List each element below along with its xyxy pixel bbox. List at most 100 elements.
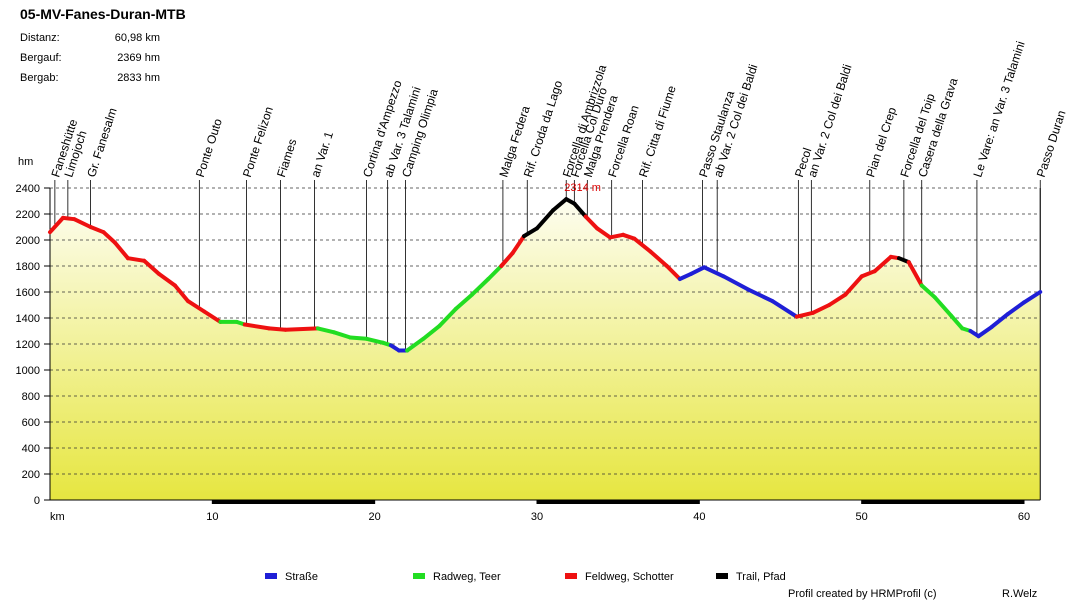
legend-label: Trail, Pfad bbox=[736, 571, 786, 583]
legend-label: Straße bbox=[285, 571, 318, 583]
profile-segment bbox=[437, 306, 458, 328]
y-tick-label: 2000 bbox=[16, 235, 40, 247]
profile-segment bbox=[632, 236, 653, 254]
y-tick-label: 2200 bbox=[16, 209, 40, 221]
y-axis-label: hm bbox=[18, 156, 33, 168]
profile-segment bbox=[648, 249, 669, 268]
profile-segment bbox=[906, 260, 924, 288]
legend-swatch bbox=[565, 573, 577, 579]
scale-band bbox=[537, 500, 700, 504]
profile-segment bbox=[919, 283, 937, 300]
y-tick-label: 1400 bbox=[16, 313, 40, 325]
y-tick-label: 1200 bbox=[16, 339, 40, 351]
waypoint-label: Ponte Outo bbox=[193, 117, 225, 179]
profile-segment bbox=[948, 313, 965, 331]
y-tick-label: 200 bbox=[22, 469, 40, 481]
x-tick-label: 10 bbox=[206, 511, 218, 523]
scale-band bbox=[861, 500, 1024, 504]
x-tick-label: 40 bbox=[693, 511, 705, 523]
profile-segment bbox=[405, 336, 426, 353]
profile-segment bbox=[112, 240, 130, 261]
profile-segment bbox=[156, 271, 177, 288]
y-tick-label: 400 bbox=[22, 443, 40, 455]
y-tick-label: 1800 bbox=[16, 261, 40, 273]
waypoint-label: an Var. 2 Col dei Baldi bbox=[805, 63, 855, 179]
waypoint-label: Gr. Fanesalm bbox=[84, 106, 120, 179]
profile-segment bbox=[364, 336, 385, 345]
profile-segment bbox=[172, 283, 190, 304]
profile-segment bbox=[664, 264, 682, 281]
x-axis-label: km bbox=[50, 511, 65, 523]
waypoint-label: Fiames bbox=[274, 137, 299, 179]
profile-area bbox=[50, 199, 1041, 500]
stat-value: 2833 hm bbox=[117, 72, 160, 84]
profile-segment bbox=[583, 214, 600, 231]
y-tick-label: 0 bbox=[34, 495, 40, 507]
profile-segment bbox=[551, 197, 569, 213]
profile-segment bbox=[810, 303, 832, 315]
profile-segment bbox=[989, 312, 1010, 330]
waypoint-label: Rif. Croda da Lago bbox=[521, 78, 566, 178]
profile-segment bbox=[932, 295, 953, 318]
stat-label: Bergab: bbox=[20, 72, 59, 84]
profile-segment bbox=[453, 292, 475, 311]
profile-segment bbox=[101, 230, 117, 245]
stat-value: 60,98 km bbox=[115, 32, 160, 44]
profile-segment bbox=[486, 264, 504, 281]
peak-label: 2314 m bbox=[564, 182, 601, 194]
x-tick-label: 20 bbox=[369, 511, 381, 523]
profile-segment bbox=[794, 310, 815, 319]
legend-label: Feldweg, Schotter bbox=[585, 571, 674, 583]
y-tick-label: 1000 bbox=[16, 365, 40, 377]
legend-swatch bbox=[716, 573, 728, 579]
profile-segment bbox=[595, 226, 613, 240]
profile-segment bbox=[48, 215, 65, 235]
profile-segment bbox=[125, 256, 147, 263]
y-tick-label: 800 bbox=[22, 391, 40, 403]
profile-segment bbox=[677, 271, 694, 281]
y-tick-label: 1600 bbox=[16, 287, 40, 299]
profile-segment bbox=[332, 330, 353, 340]
profile-segment bbox=[522, 226, 539, 239]
scale-band bbox=[212, 500, 375, 504]
profile-segment bbox=[689, 265, 707, 276]
profile-segment bbox=[572, 201, 588, 219]
profile-segment bbox=[859, 269, 877, 279]
profile-segment bbox=[1005, 300, 1026, 317]
title: 05-MV-Fanes-Duran-MTB bbox=[20, 6, 186, 22]
stat-label: Bergauf: bbox=[20, 52, 62, 64]
profile-segment bbox=[348, 335, 369, 341]
profile-segment bbox=[976, 325, 994, 339]
waypoint-label: Rif. Citta di Fiume bbox=[636, 84, 679, 179]
profile-segment bbox=[283, 326, 320, 332]
x-tick-label: 30 bbox=[531, 511, 543, 523]
waypoint-label: an Var. 1 bbox=[308, 129, 336, 178]
waypoint-label: Ponte Felizon bbox=[240, 105, 276, 179]
profile-segment bbox=[315, 326, 337, 335]
profile-segment bbox=[421, 323, 442, 341]
profile-segment bbox=[142, 258, 161, 276]
waypoint-label: Pian del Crep bbox=[863, 105, 899, 179]
profile-segment bbox=[535, 208, 556, 231]
profile-segment bbox=[608, 232, 626, 240]
profile-segment bbox=[872, 254, 893, 274]
profile-segment bbox=[1022, 290, 1043, 305]
profile-segment bbox=[88, 225, 106, 235]
waypoint-label: Le Vare: an Var. 3 Talamini bbox=[970, 39, 1027, 178]
profile-segment bbox=[702, 265, 726, 279]
profile-segment bbox=[242, 322, 272, 331]
y-tick-label: 2400 bbox=[16, 183, 40, 195]
waypoint-label: Passo Duran bbox=[1034, 109, 1069, 179]
profile-segment bbox=[499, 251, 515, 268]
author: R.Welz bbox=[1002, 588, 1037, 600]
legend-label: Radweg, Teer bbox=[433, 571, 501, 583]
profile-segment bbox=[621, 232, 637, 241]
profile-segment bbox=[72, 217, 93, 229]
profile-segment bbox=[827, 292, 848, 307]
credit: Profil created by HRMProfil (c) bbox=[788, 588, 937, 600]
profile-segment bbox=[721, 274, 751, 292]
legend-swatch bbox=[413, 573, 425, 579]
profile-segment bbox=[202, 309, 223, 324]
stat-value: 2369 hm bbox=[117, 52, 160, 64]
